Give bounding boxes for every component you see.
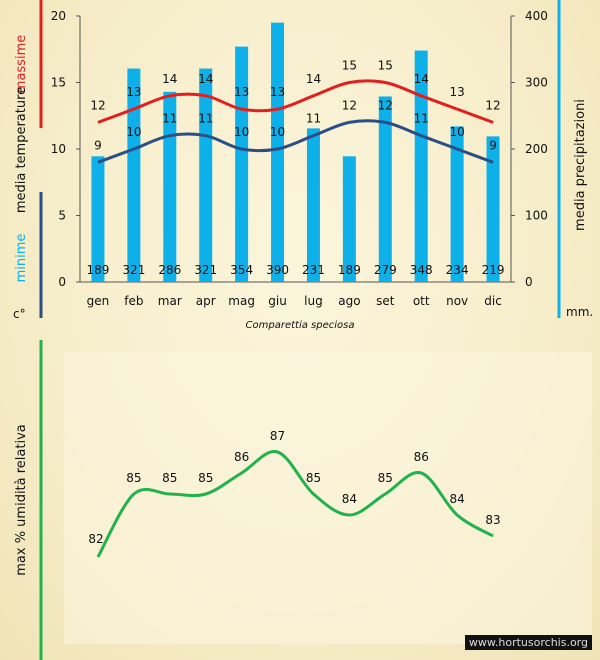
humidity-chart: max % umidità relativa 82 85 85 85 86 87 85 84 8… <box>14 340 592 660</box>
x-tick-label: mar <box>158 294 182 308</box>
min-temperature-label: 11 <box>198 112 213 126</box>
left-tick-label: 15 <box>51 76 66 90</box>
precipitation-bar <box>127 68 141 282</box>
label-media-temperature: media temperature <box>14 87 29 213</box>
min-temperature-label: 12 <box>342 98 357 112</box>
max-temperature-label: 14 <box>414 72 429 86</box>
precipitation-value-label: 189 <box>338 263 361 277</box>
x-tick-label: feb <box>124 294 143 308</box>
min-temperature-label: 10 <box>270 125 285 139</box>
precipitation-value-label: 219 <box>482 263 505 277</box>
humidity-value-label: 85 <box>378 471 393 485</box>
x-tick-label: set <box>376 294 395 308</box>
humidity-value-label: 84 <box>342 492 357 506</box>
chart-caption: Comparettia speciosa <box>245 320 355 331</box>
left-tick-label: 5 <box>58 209 66 223</box>
precipitation-bar <box>306 128 320 282</box>
humidity-value-label: 83 <box>485 513 500 527</box>
humidity-value-label: 86 <box>414 450 429 464</box>
humidity-value-label: 82 <box>88 532 103 546</box>
x-tick-label: nov <box>446 294 468 308</box>
label-media-precipitazioni: media precipitazioni <box>573 99 588 231</box>
max-temperature-label: 12 <box>90 98 105 112</box>
label-unit-celsius: c° <box>13 307 26 321</box>
min-temperature-line <box>97 119 494 164</box>
humidity-value-label: 86 <box>234 450 249 464</box>
climate-chart: massime media temperature minime c° medi… <box>13 0 593 321</box>
x-tick-label: gen <box>87 294 110 308</box>
precipitation-bar <box>378 96 392 282</box>
humidity-axis-label: max % umidità relativa <box>14 424 29 576</box>
humidity-plot-area <box>64 352 592 644</box>
x-tick-label: dic <box>484 294 502 308</box>
humidity-line <box>96 450 494 558</box>
label-massime: massime <box>14 35 29 93</box>
precipitation-bar <box>342 156 356 282</box>
precipitation-bar <box>450 126 464 282</box>
precipitation-bar <box>486 136 500 282</box>
right-tick-label: 0 <box>525 275 533 289</box>
humidity-value-label: 85 <box>306 471 321 485</box>
x-tick-label: lug <box>304 294 323 308</box>
max-temperature-label: 15 <box>342 59 357 73</box>
right-tick-label: 100 <box>525 209 548 223</box>
right-tick-label: 200 <box>525 142 548 156</box>
max-temperature-label: 14 <box>198 72 213 86</box>
min-temperature-label: 10 <box>449 125 464 139</box>
min-temperature-label: 11 <box>414 112 429 126</box>
max-temperature-label: 14 <box>162 72 177 86</box>
precipitation-value-label: 354 <box>230 263 253 277</box>
right-tick-label: 400 <box>525 9 548 23</box>
precipitation-bar <box>235 46 249 283</box>
max-temperature-label: 13 <box>126 85 141 99</box>
precipitation-value-label: 189 <box>87 263 110 277</box>
precipitation-value-label: 348 <box>410 263 433 277</box>
max-temperature-label: 15 <box>378 59 393 73</box>
max-temperature-line <box>97 79 494 124</box>
max-temperature-label: 13 <box>234 85 249 99</box>
min-temperature-label: 12 <box>378 98 393 112</box>
x-tick-label: ago <box>338 294 360 308</box>
x-tick-label: mag <box>228 294 255 308</box>
precipitation-value-label: 279 <box>374 263 397 277</box>
humidity-value-label: 87 <box>270 429 285 443</box>
left-tick-label: 10 <box>51 142 66 156</box>
label-unit-mm: mm. <box>566 305 593 319</box>
x-tick-label: ott <box>413 294 430 308</box>
precipitation-bar <box>199 68 213 282</box>
humidity-value-label: 85 <box>198 471 213 485</box>
x-tick-label: apr <box>196 294 216 308</box>
watermark: www.hortusorchis.org <box>464 635 592 650</box>
precipitation-value-label: 231 <box>302 263 325 277</box>
precipitation-value-label: 321 <box>194 263 217 277</box>
humidity-value-label: 84 <box>449 492 464 506</box>
precipitation-value-label: 234 <box>446 263 469 277</box>
max-temperature-label: 13 <box>449 85 464 99</box>
precipitation-value-label: 390 <box>266 263 289 277</box>
min-temperature-label: 9 <box>489 138 497 152</box>
x-tick-label: giu <box>268 294 287 308</box>
humidity-value-label: 85 <box>126 471 141 485</box>
min-temperature-label: 11 <box>162 112 177 126</box>
min-temperature-label: 11 <box>306 112 321 126</box>
label-minime: minime <box>14 234 29 283</box>
min-temperature-label: 9 <box>94 138 102 152</box>
precipitation-value-label: 286 <box>158 263 181 277</box>
precipitation-bar <box>91 156 105 282</box>
max-temperature-label: 13 <box>270 85 285 99</box>
max-temperature-label: 12 <box>485 98 500 112</box>
min-temperature-label: 10 <box>234 125 249 139</box>
right-tick-label: 300 <box>525 76 548 90</box>
left-tick-label: 20 <box>51 9 66 23</box>
precipitation-bar <box>163 91 177 282</box>
max-temperature-label: 14 <box>306 72 321 86</box>
min-temperature-label: 10 <box>126 125 141 139</box>
precipitation-bar <box>414 50 428 282</box>
precipitation-value-label: 321 <box>122 263 145 277</box>
precipitation-bar <box>271 22 285 283</box>
humidity-value-label: 85 <box>162 471 177 485</box>
left-tick-label: 0 <box>58 275 66 289</box>
